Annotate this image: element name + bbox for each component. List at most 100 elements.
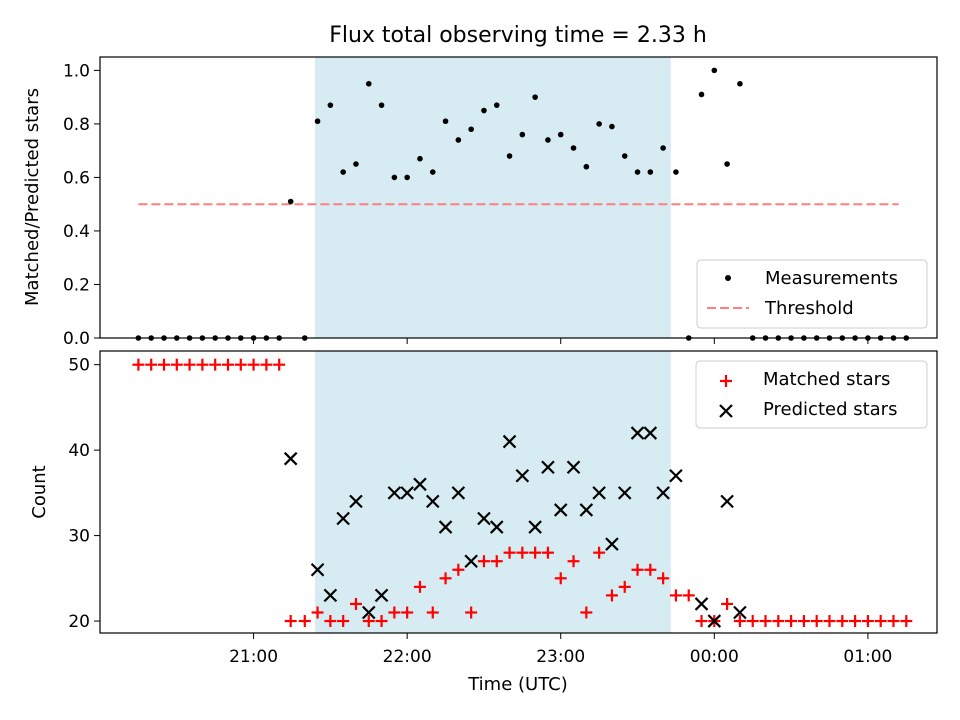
matched-star-point: [221, 358, 234, 371]
measurement-point: [455, 137, 462, 143]
bottom-x-tick-label: 23:00: [536, 647, 585, 667]
matched-star-point: [183, 358, 196, 371]
top-y-tick-label: 0.4: [63, 222, 90, 242]
legend-predicted-marker: [719, 404, 733, 418]
predicted-star-point: [310, 562, 325, 577]
measurement-point: [340, 169, 346, 175]
measurement-point: [545, 137, 551, 143]
legend-matched-label: Matched stars: [763, 369, 890, 390]
top-y-axis-label: Matched/Predicted stars: [22, 88, 43, 306]
predicted-star-point: [541, 460, 555, 474]
top-y-tick-label: 0.0: [63, 329, 90, 349]
matched-star-point: [682, 589, 695, 602]
matched-star-point: [772, 615, 785, 628]
measurement-points: [135, 67, 910, 341]
measurement-point: [506, 153, 513, 159]
predicted-star-point: [733, 605, 747, 620]
bottom-y-ticks: 20 30 40 50: [68, 356, 100, 632]
bottom-shaded-region: [315, 351, 671, 633]
top-y-tick-label: 0.6: [63, 168, 90, 188]
matched-star-point: [554, 572, 567, 585]
x-axis-label: Time (UTC): [467, 674, 568, 695]
measurement-point: [621, 153, 628, 159]
matched-star-point: [234, 358, 247, 371]
bottom-x-tick-label: 22:00: [383, 647, 432, 667]
predicted-star-point: [489, 520, 504, 534]
matched-star-point: [887, 615, 900, 628]
measurement-point: [429, 169, 436, 175]
measurement-point: [532, 94, 538, 100]
matched-star-point: [605, 589, 618, 602]
matched-star-point: [362, 615, 375, 628]
predicted-star-point: [400, 486, 414, 500]
predicted-star-point: [502, 434, 517, 449]
matched-star-point: [477, 555, 490, 568]
matched-star-point: [337, 615, 350, 628]
measurement-point: [442, 118, 449, 125]
matched-star-point: [324, 615, 337, 628]
measurement-point: [583, 163, 590, 170]
measurement-point: [596, 121, 602, 127]
predicted-star-point: [438, 520, 453, 534]
measurement-point: [468, 126, 474, 133]
matched-star-point: [273, 358, 286, 371]
matched-star-point: [490, 555, 503, 568]
measurement-point: [365, 80, 372, 87]
predicted-star-point: [515, 468, 530, 483]
matched-star-point: [580, 606, 593, 619]
predicted-star-point: [464, 554, 478, 568]
top-panel: Flux total observing time = 2.33 h 0.00.…: [22, 23, 938, 349]
matched-star-point: [157, 358, 170, 371]
predicted-star-point: [566, 460, 581, 474]
matched-star-point: [388, 606, 401, 619]
predicted-star-point: [669, 468, 683, 483]
legend-threshold-label: Threshold: [764, 298, 854, 319]
measurement-point: [493, 102, 500, 108]
matched-star-point: [503, 546, 516, 559]
predicted-star-point: [694, 597, 709, 611]
matched-star-point: [260, 358, 273, 371]
matched-star-point: [439, 572, 452, 585]
top-y-tick-label: 0.8: [63, 115, 90, 135]
matched-star-point: [516, 546, 529, 559]
legend-measurements-marker: [725, 275, 731, 281]
measurement-point: [660, 145, 666, 151]
matched-star-point: [797, 615, 810, 628]
predicted-star-point: [643, 426, 658, 440]
bottom-y-axis-label: Count: [29, 465, 50, 518]
matched-star-point: [298, 615, 311, 628]
predicted-star-point: [387, 486, 402, 500]
matched-star-point: [644, 563, 657, 576]
matched-star-point: [196, 358, 209, 371]
predicted-star-points: [283, 426, 747, 628]
predicted-star-point: [579, 503, 594, 517]
bottom-legend-box: [695, 360, 928, 429]
matched-star-point: [247, 358, 260, 371]
predicted-star-point: [605, 537, 619, 551]
predicted-star-point: [349, 494, 363, 509]
measurement-point: [314, 118, 321, 125]
measurement-point: [391, 174, 398, 181]
predicted-star-point: [553, 503, 568, 517]
bottom-y-tick-label: 30: [68, 527, 90, 547]
bottom-y-tick-label: 40: [68, 441, 90, 461]
measurement-point: [634, 169, 641, 175]
predicted-star-point: [413, 477, 427, 492]
top-legend: Measurements Threshold: [696, 259, 928, 329]
predicted-star-point: [451, 486, 466, 500]
matched-star-point: [695, 615, 708, 628]
measurement-point: [673, 169, 679, 175]
top-shaded-region: [315, 57, 671, 338]
legend-predicted-label: Predicted stars: [763, 399, 897, 420]
predicted-star-point: [361, 605, 376, 620]
matched-star-point: [849, 615, 862, 628]
predicted-star-point: [630, 426, 645, 440]
matched-star-point: [733, 615, 746, 628]
matched-star-point: [284, 615, 297, 628]
bottom-x-tick-label: 01:00: [843, 647, 892, 667]
bottom-panel: 20 30 40 50 21:00 22:00 23:00 00:00 01:00 Count…: [29, 350, 938, 695]
matched-star-point: [209, 358, 222, 371]
top-plot-frame: [99, 56, 938, 339]
predicted-star-point: [720, 494, 734, 509]
